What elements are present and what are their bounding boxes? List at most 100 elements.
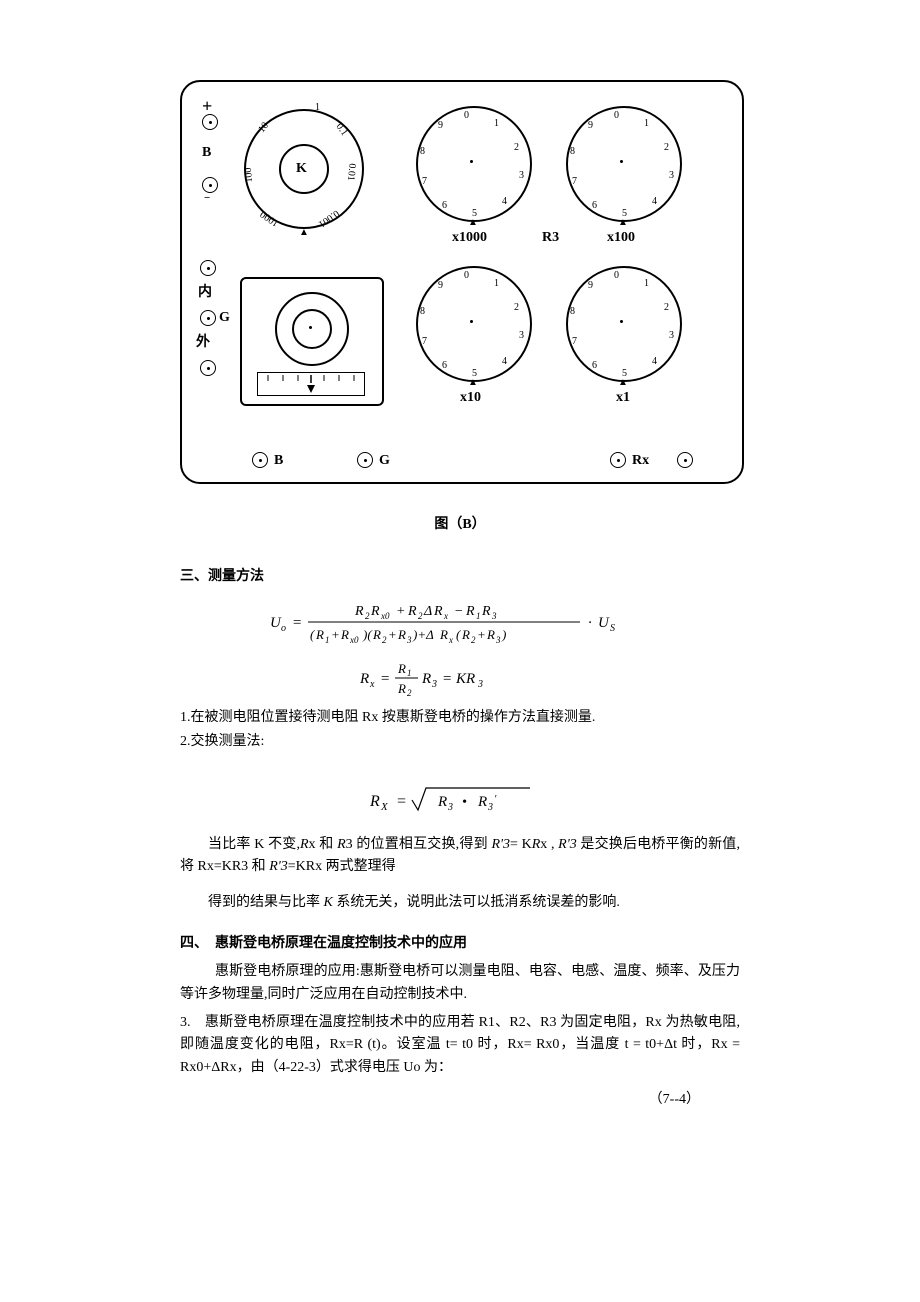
svg-text:−: −	[454, 604, 463, 619]
x100-n8: 8	[570, 144, 575, 160]
item3-prefix: 3.	[180, 1015, 191, 1030]
x100-n9: 9	[588, 118, 593, 134]
svg-text:X: X	[380, 801, 389, 813]
galvo-inner-circle	[292, 309, 332, 349]
equation-uo: U o = R 2 R x0 + R 2 Δ R x − R 1 R 3 ( R…	[180, 597, 740, 657]
svg-text:R: R	[360, 671, 369, 687]
x10-n4: 4	[502, 354, 507, 370]
equation-rx-kr3: R x = R 1 R 2 R 3 = KR 3	[180, 659, 740, 699]
k-pointer: ▲	[299, 225, 309, 241]
svg-text:o: o	[281, 623, 286, 634]
paragraph-application: 惠斯登电桥原理的应用:惠斯登电桥可以测量电阻、电容、电感、温度、频率、及压力等许…	[180, 961, 740, 1006]
svg-text:)(: )(	[362, 627, 372, 642]
method-item-2: 2.交换测量法:	[180, 731, 740, 753]
paragraph-exchange: 当比率 K 不变,Rx 和 R3 的位置相互交换,得到 R'3= KRx , R…	[180, 834, 740, 879]
equation-rx-sqrt: R X = R 3 • R 3 ′	[180, 782, 740, 816]
svg-text:R: R	[370, 793, 380, 810]
svg-text:3: 3	[491, 611, 497, 621]
svg-text:′: ′	[494, 793, 497, 805]
x1-n7: 7	[572, 334, 577, 350]
svg-text:R: R	[439, 627, 448, 642]
svg-text:•: •	[462, 795, 467, 810]
svg-text:3: 3	[477, 679, 483, 690]
section4-heading: 四、 惠斯登电桥原理在温度控制技术中的应用	[180, 933, 740, 955]
dial-x100	[566, 106, 682, 222]
svg-text:S: S	[610, 623, 615, 634]
dial-x100-center	[620, 160, 623, 163]
x1-n6: 6	[592, 358, 597, 374]
galvo-center-dot	[309, 326, 312, 329]
x1000-n1: 1	[494, 116, 499, 132]
x1-n8: 8	[570, 304, 575, 320]
svg-text:2: 2	[471, 635, 476, 645]
svg-text:x: x	[369, 679, 375, 690]
svg-text:=: =	[442, 671, 452, 687]
method-item-1: 1.在被测电阻位置接待测电阻 Rx 按惠斯登电桥的操作方法直接测量.	[180, 707, 740, 729]
label-b: B	[202, 142, 211, 164]
equation-number: （7--4）	[180, 1089, 700, 1111]
x10-n2: 2	[514, 300, 519, 316]
x100-n0: 0	[614, 108, 619, 124]
svg-text:R: R	[481, 604, 491, 619]
svg-text:3: 3	[431, 679, 437, 690]
x1000-n0: 0	[464, 108, 469, 124]
label-nei: 内	[198, 282, 212, 304]
terminal-outer-bottom	[200, 360, 216, 376]
x10-n1: 1	[494, 276, 499, 292]
x1-n4: 4	[652, 354, 657, 370]
dial-x1	[566, 266, 682, 382]
x1000-n9: 9	[438, 118, 443, 134]
terminal-inner-top	[200, 260, 216, 276]
x1-n2: 2	[664, 300, 669, 316]
svg-text:1: 1	[476, 611, 481, 621]
x1000-n5: 5	[472, 206, 477, 222]
svg-text:·: ·	[588, 615, 592, 631]
x100-n1: 1	[644, 116, 649, 132]
k-scale-1: 1	[315, 100, 320, 116]
x10-n0: 0	[464, 268, 469, 284]
svg-text:R: R	[370, 604, 380, 619]
x1-n5: 5	[622, 366, 627, 382]
svg-text:2: 2	[418, 611, 423, 621]
svg-text:R: R	[372, 627, 381, 642]
svg-text:=: =	[396, 793, 407, 810]
label-b-bottom: B	[274, 450, 283, 472]
svg-text:x0: x0	[380, 611, 390, 621]
x10-n5: 5	[472, 366, 477, 382]
x1-n3: 3	[669, 328, 674, 344]
dial-x1-center	[620, 320, 623, 323]
svg-text:Δ: Δ	[423, 604, 432, 619]
svg-text:R: R	[477, 794, 487, 810]
svg-text:R: R	[465, 604, 475, 619]
terminal-plus	[202, 114, 218, 130]
section3-heading: 三、测量方法	[180, 566, 740, 588]
svg-text:+: +	[396, 604, 405, 619]
dial-x1000	[416, 106, 532, 222]
k-scale-100: 100	[241, 167, 258, 183]
k-scale-0.01: 0.01	[342, 163, 359, 182]
galvo-scale-box	[257, 372, 365, 396]
svg-text:KR: KR	[455, 671, 475, 687]
terminal-b-bottom	[252, 452, 268, 468]
x1-n1: 1	[644, 276, 649, 292]
x10-n9: 9	[438, 278, 443, 294]
terminal-g-bottom	[357, 452, 373, 468]
svg-text:3: 3	[495, 635, 501, 645]
dial-x1000-center	[470, 160, 473, 163]
svg-text:2: 2	[365, 611, 370, 621]
svg-text:+: +	[388, 627, 397, 642]
label-g-bottom: G	[379, 450, 390, 472]
svg-text:3: 3	[487, 802, 493, 813]
x1000-n6: 6	[442, 198, 447, 214]
svg-text:): )	[501, 627, 506, 642]
svg-text:R: R	[397, 661, 406, 676]
x100-n2: 2	[664, 140, 669, 156]
svg-text:U: U	[598, 615, 610, 631]
x1000-n3: 3	[519, 168, 524, 184]
dial-x10	[416, 266, 532, 382]
label-r3: R3	[542, 227, 559, 249]
svg-text:x: x	[448, 635, 453, 645]
label-rx-bottom: Rx	[632, 450, 649, 472]
svg-text:2: 2	[407, 688, 412, 698]
svg-text:(: (	[310, 627, 315, 642]
